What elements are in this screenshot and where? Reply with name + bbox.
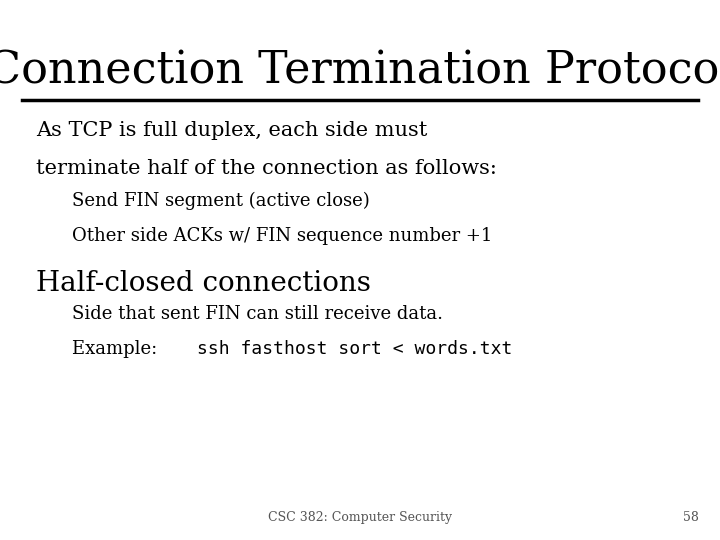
Text: Connection Termination Protocol: Connection Termination Protocol — [0, 49, 720, 92]
Text: terminate half of the connection as follows:: terminate half of the connection as foll… — [36, 159, 497, 178]
Text: Send FIN segment (active close): Send FIN segment (active close) — [72, 192, 370, 210]
Text: ssh fasthost sort < words.txt: ssh fasthost sort < words.txt — [197, 340, 512, 358]
Text: 58: 58 — [683, 511, 698, 524]
Text: Other side ACKs w/ FIN sequence number +1: Other side ACKs w/ FIN sequence number +… — [72, 227, 492, 245]
Text: CSC 382: Computer Security: CSC 382: Computer Security — [268, 511, 452, 524]
Text: Example:: Example: — [72, 340, 163, 358]
Text: As TCP is full duplex, each side must: As TCP is full duplex, each side must — [36, 122, 428, 140]
Text: Half-closed connections: Half-closed connections — [36, 270, 371, 297]
Text: Side that sent FIN can still receive data.: Side that sent FIN can still receive dat… — [72, 305, 443, 323]
